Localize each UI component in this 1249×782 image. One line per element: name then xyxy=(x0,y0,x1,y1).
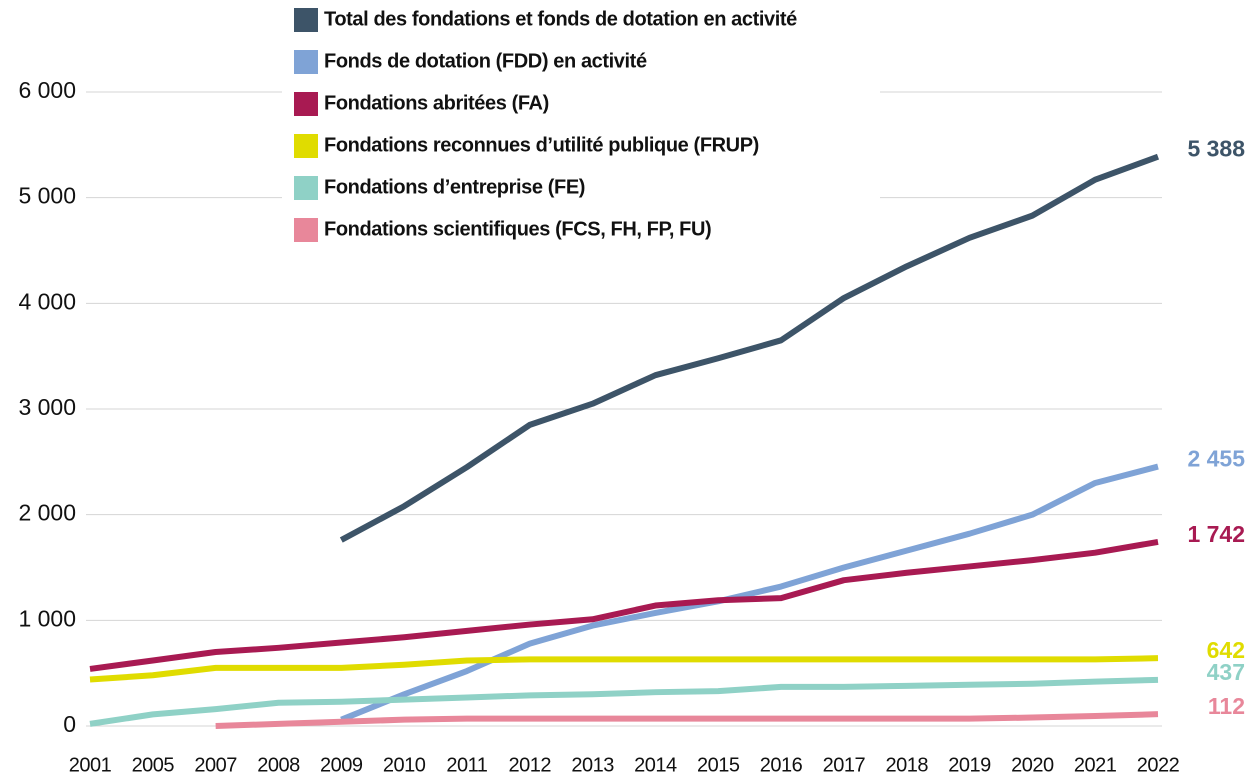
y-tick-label: 3 000 xyxy=(18,394,76,420)
x-tick-label: 2008 xyxy=(257,754,300,776)
x-tick-label: 2018 xyxy=(885,754,928,776)
legend-swatch xyxy=(294,176,318,200)
y-tick-label: 5 000 xyxy=(18,183,76,209)
x-tick-label: 2011 xyxy=(446,754,487,776)
y-tick-label: 4 000 xyxy=(18,288,76,314)
x-tick-label: 2017 xyxy=(823,754,866,776)
value-label: 642 xyxy=(1207,637,1245,663)
x-tick-label: 2016 xyxy=(760,754,803,776)
legend-label: Fondations scientifiques (FCS, FH, FP, F… xyxy=(324,218,711,240)
legend-swatch xyxy=(294,8,318,32)
legend-swatch xyxy=(294,50,318,74)
x-tick-label: 2010 xyxy=(383,754,426,776)
value-label: 5 388 xyxy=(1187,136,1245,162)
x-tick-label: 2015 xyxy=(697,754,740,776)
value-label: 437 xyxy=(1207,659,1245,685)
legend-label: Fonds de dotation (FDD) en activité xyxy=(324,50,647,72)
x-tick-label: 2020 xyxy=(1011,754,1054,776)
legend-background xyxy=(282,0,880,246)
x-tick-label: 2001 xyxy=(69,754,112,776)
x-tick-label: 2022 xyxy=(1137,754,1180,776)
x-tick-label: 2014 xyxy=(634,754,677,776)
series-line xyxy=(89,538,1159,672)
y-tick-label: 2 000 xyxy=(18,500,76,526)
series-line xyxy=(340,463,1159,723)
series-line xyxy=(89,655,1159,683)
series-line xyxy=(339,153,1160,543)
x-tick-label: 2009 xyxy=(320,754,363,776)
x-tick-label: 2005 xyxy=(132,754,175,776)
value-label: 1 742 xyxy=(1187,521,1245,547)
legend-swatch xyxy=(294,134,318,158)
series-line xyxy=(215,711,1159,729)
x-tick-label: 2007 xyxy=(194,754,237,776)
series-line xyxy=(89,676,1159,727)
legend-label: Total des fondations et fonds de dotatio… xyxy=(324,8,797,30)
x-tick-label: 2021 xyxy=(1074,754,1117,776)
x-tick-label: 2013 xyxy=(571,754,614,776)
x-tick-label: 2012 xyxy=(509,754,552,776)
y-tick-label: 0 xyxy=(63,711,76,737)
y-tick-label: 6 000 xyxy=(18,77,76,103)
legend-swatch xyxy=(294,92,318,116)
y-tick-label: 1 000 xyxy=(18,605,76,631)
legend: Total des fondations et fonds de dotatio… xyxy=(282,0,880,246)
x-tick-label: 2019 xyxy=(948,754,991,776)
value-label: 2 455 xyxy=(1187,446,1245,472)
legend-label: Fondations abritées (FA) xyxy=(324,92,549,114)
value-label: 112 xyxy=(1208,693,1245,719)
legend-label: Fondations d’entreprise (FE) xyxy=(324,176,585,198)
legend-label: Fondations reconnues d’utilité publique … xyxy=(324,134,759,156)
legend-swatch xyxy=(294,218,318,242)
